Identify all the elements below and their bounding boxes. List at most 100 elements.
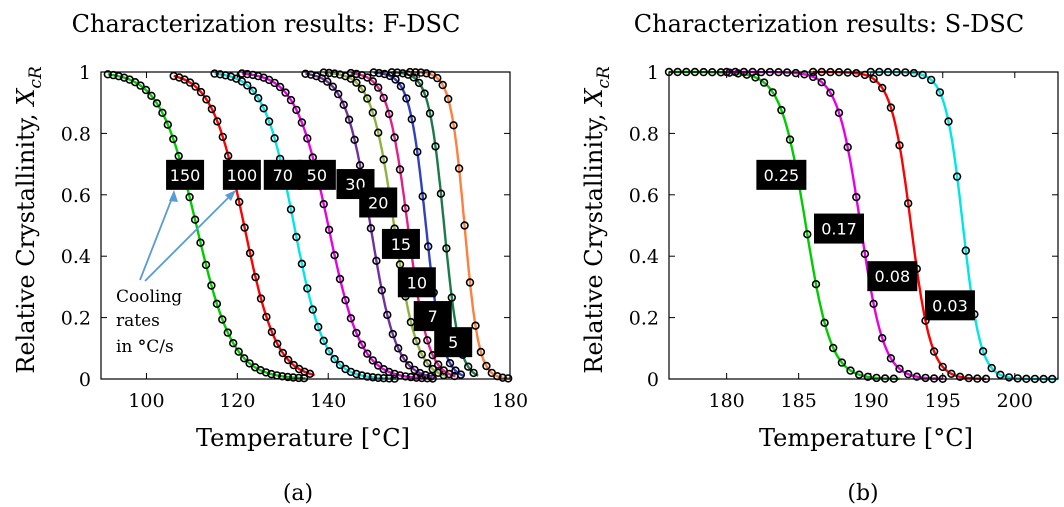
data-point [426,372,436,381]
data-point [828,343,838,353]
data-point [800,70,809,79]
rate-label-box-15 [381,228,420,259]
data-point [185,192,194,202]
data-point [218,315,227,324]
data-point [289,360,298,370]
data-point [114,71,123,81]
data-point [860,249,870,259]
x-tick-label-a-3: 160 [401,390,437,412]
rate-label-box-0_08 [867,261,918,292]
data-point [384,109,394,119]
data-point [456,370,466,379]
data-point [422,69,431,78]
data-point [431,142,440,151]
data-point [363,73,372,82]
annotation-arrow-150 [139,192,175,281]
data-point [368,108,377,117]
data-point [335,360,345,370]
data-point [330,69,339,78]
data-point [436,189,446,198]
data-point [303,134,312,143]
y-tick-label-b-1: 0.2 [629,308,659,330]
series-markers-50 [237,69,437,383]
data-point [292,105,301,115]
data-point [433,73,442,83]
data-point [434,360,443,369]
series-markers-0_03 [866,67,1057,384]
data-point [235,197,244,207]
data-point [330,251,339,260]
data-point [141,85,151,95]
data-point [402,94,411,103]
data-point [394,344,403,353]
data-point [270,78,279,88]
data-point [498,373,507,382]
data-point [357,340,367,349]
data-point [374,128,383,137]
data-point [324,347,334,356]
data-point [292,232,301,242]
data-point [445,359,455,368]
data-point [210,69,219,78]
panel-b-sdsc: Characterization results: S-DSC Relative… [580,10,1059,506]
data-point [1004,373,1014,382]
data-point [201,260,211,270]
data-point [152,99,162,108]
rate-label-100: 100 [227,166,258,185]
rate-label-box-100 [222,159,261,190]
data-point [396,81,406,91]
arrowhead-150 [169,190,178,202]
data-point [286,95,296,105]
data-point [352,69,361,79]
rate-label-7: 7 [428,307,438,326]
data-point [251,272,260,282]
data-point [174,151,183,161]
rate-label-20: 20 [368,193,388,212]
data-point [254,93,263,103]
data-point [454,164,464,173]
data-point [363,372,372,381]
x-axis-label-a: Temperature [°C] [196,424,410,452]
data-point [352,369,361,379]
data-point [768,88,777,97]
data-point [319,336,328,345]
x-tick-label-a-1: 120 [219,390,255,412]
data-point [482,361,491,371]
data-point [215,70,225,79]
data-point [929,347,939,356]
data-point [886,103,896,112]
data-point [428,364,437,374]
data-point [374,68,384,78]
data-point [324,225,334,235]
data-point [273,339,282,348]
data-point [243,69,252,79]
data-point [413,147,422,157]
data-point [237,77,247,86]
data-point [449,121,458,130]
data-point [471,321,480,330]
rate-label-box-50 [297,159,336,190]
data-point [420,89,429,98]
data-point [245,359,254,368]
data-point [254,71,263,81]
data-point [363,94,372,103]
data-point [826,88,835,97]
rate-label-0_03: 0.03 [932,296,968,315]
data-point [374,361,383,370]
data-point [256,294,266,303]
data-point [417,350,426,359]
data-point [259,104,268,113]
y-tick-label-a-1: 0.2 [61,308,91,330]
x-tick-label-b-3: 195 [925,390,961,412]
data-point [811,280,821,289]
y-tick-label-b-5: 1 [647,62,659,84]
data-point [877,83,887,93]
data-point [169,134,178,144]
data-point [284,355,293,365]
data-point [158,108,167,118]
cooling-rate-annotation: Cooling rates in °C/s [116,190,236,357]
data-point [401,372,410,381]
x-tick-label-b-4: 200 [997,390,1033,412]
rate-label-10: 10 [407,273,427,292]
